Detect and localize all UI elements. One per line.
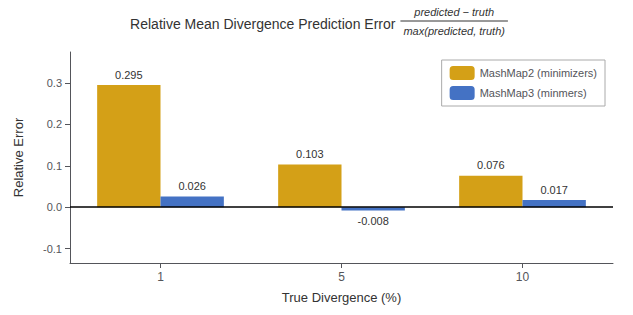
svg-text:0.026: 0.026 — [178, 180, 206, 192]
svg-text:0.3: 0.3 — [47, 77, 62, 89]
svg-text:-0.008: -0.008 — [358, 215, 389, 227]
svg-text:0.1: 0.1 — [47, 160, 62, 172]
svg-text:-0.1: -0.1 — [43, 243, 62, 255]
svg-text:max(predicted, truth): max(predicted, truth) — [403, 25, 505, 37]
svg-text:MashMap2 (minimizers): MashMap2 (minimizers) — [480, 67, 597, 79]
svg-text:10: 10 — [516, 270, 530, 284]
svg-text:5: 5 — [338, 270, 345, 284]
svg-text:0.103: 0.103 — [296, 148, 324, 160]
svg-text:0.0: 0.0 — [47, 201, 62, 213]
svg-text:0.076: 0.076 — [477, 159, 505, 171]
svg-text:True Divergence (%): True Divergence (%) — [282, 290, 401, 305]
svg-text:0.2: 0.2 — [47, 118, 62, 130]
svg-text:Relative Error: Relative Error — [11, 117, 26, 197]
svg-text:0.295: 0.295 — [115, 69, 143, 81]
svg-text:predicted − truth: predicted − truth — [413, 6, 494, 18]
svg-text:1: 1 — [157, 270, 164, 284]
svg-text:0.017: 0.017 — [540, 184, 568, 196]
svg-text:Relative Mean Divergence Predi: Relative Mean Divergence Prediction Erro… — [130, 16, 396, 32]
svg-text:MashMap3 (minmers): MashMap3 (minmers) — [480, 87, 587, 99]
